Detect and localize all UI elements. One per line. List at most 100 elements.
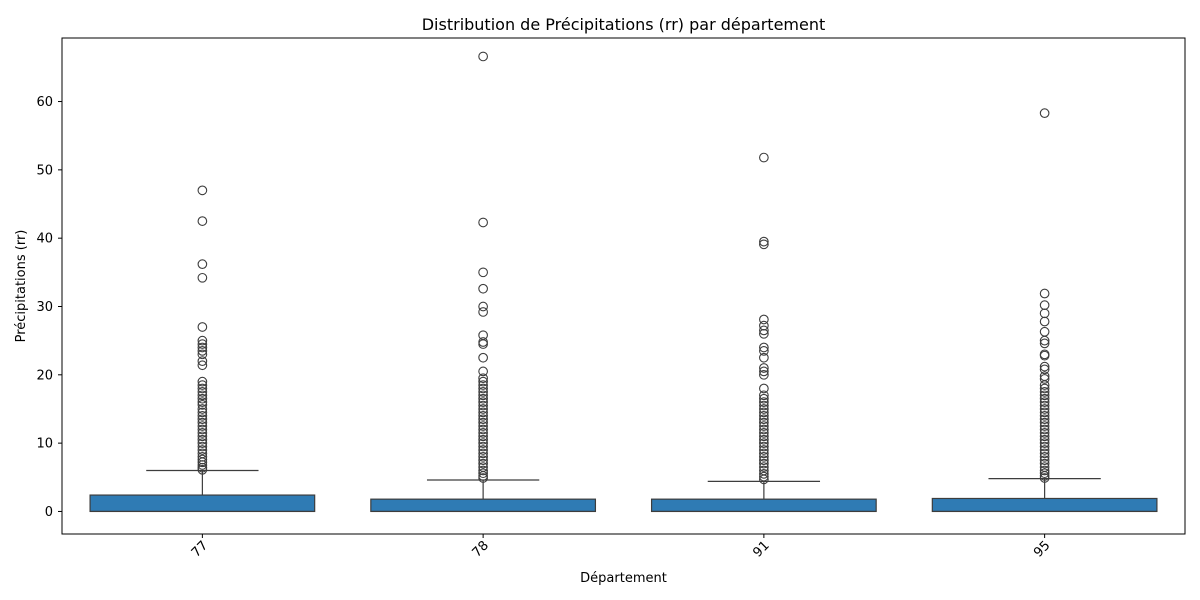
outlier-point xyxy=(478,468,488,479)
outlier-point xyxy=(759,424,769,435)
outlier-point xyxy=(1039,468,1050,479)
outlier-point xyxy=(197,404,208,414)
outlier-point xyxy=(759,421,769,431)
outlier-point xyxy=(197,259,208,269)
box-group-77 xyxy=(89,185,316,513)
outlier-point xyxy=(197,417,208,428)
box-iqr xyxy=(650,498,877,513)
outlier-point xyxy=(197,441,208,452)
outlier-point xyxy=(1039,458,1050,469)
outlier-point xyxy=(759,152,769,163)
outlier-point xyxy=(1039,455,1050,466)
outlier-point xyxy=(759,451,769,462)
outlier-point xyxy=(1039,441,1050,452)
outlier-point xyxy=(478,393,488,404)
outlier-point xyxy=(478,387,488,397)
y-tick-label: 0 xyxy=(45,505,53,520)
box-group-95 xyxy=(931,108,1158,513)
outlier-point xyxy=(197,185,208,196)
outlier-point xyxy=(197,342,208,353)
outlier-point xyxy=(197,424,208,435)
outlier-point xyxy=(1039,428,1050,438)
outlier-point xyxy=(478,339,488,349)
outlier-point xyxy=(1039,288,1050,299)
outlier-point xyxy=(478,51,488,62)
outlier-point xyxy=(1039,335,1050,346)
outlier-point xyxy=(197,438,208,448)
y-axis-label: Précipitations (rr) xyxy=(14,230,29,343)
outlier-point xyxy=(759,414,769,425)
outlier-point xyxy=(197,464,208,475)
outlier-point xyxy=(759,448,769,459)
outlier-point xyxy=(478,473,488,483)
plot-frame xyxy=(61,37,1186,535)
outlier-point xyxy=(478,465,488,476)
outlier-point xyxy=(1039,414,1050,425)
outlier-point xyxy=(759,342,769,353)
outlier-point xyxy=(197,400,208,410)
outlier-point xyxy=(478,307,488,317)
outlier-point xyxy=(759,390,769,401)
outlier-point xyxy=(197,322,208,332)
outlier-point xyxy=(478,380,488,390)
outlier-point xyxy=(478,404,488,414)
outlier-point xyxy=(197,216,208,226)
outlier-point xyxy=(759,469,769,479)
outlier-point xyxy=(478,283,488,294)
outlier-point xyxy=(759,438,769,448)
outlier-point xyxy=(759,471,769,482)
outlier-point xyxy=(197,393,208,404)
outlier-point xyxy=(759,366,769,377)
outlier-point xyxy=(478,438,488,448)
outlier-point xyxy=(478,458,488,469)
outlier-point xyxy=(478,267,488,278)
outlier-point xyxy=(1039,316,1050,327)
outlier-point xyxy=(478,428,488,438)
outlier-point xyxy=(1039,407,1050,418)
outlier-point xyxy=(197,410,208,421)
outlier-point xyxy=(1039,397,1050,407)
outlier-point xyxy=(759,328,769,339)
box-iqr xyxy=(370,498,597,513)
outlier-point xyxy=(1039,350,1050,361)
x-axis-label: Département xyxy=(580,571,667,586)
box-group-91 xyxy=(650,152,877,513)
outlier-point xyxy=(759,445,769,455)
outlier-point xyxy=(759,400,769,411)
outlier-point xyxy=(759,369,769,380)
outlier-point xyxy=(759,417,769,428)
outlier-point xyxy=(759,404,769,414)
outlier-point xyxy=(759,352,769,363)
axes: 0 10 20 30 40 50 60 77 78 91 95 xyxy=(36,37,1186,561)
outlier-point xyxy=(478,441,488,452)
outlier-point xyxy=(197,349,208,360)
y-tick-label: 20 xyxy=(36,368,53,383)
outlier-point xyxy=(478,455,488,466)
outlier-point xyxy=(478,407,488,418)
chart-title: Distribution de Précipitations (rr) par … xyxy=(422,15,826,34)
outlier-point xyxy=(478,352,488,363)
outlier-point xyxy=(1039,326,1050,337)
outlier-point xyxy=(478,301,488,312)
outlier-point xyxy=(759,428,769,438)
outlier-point xyxy=(1039,410,1050,421)
outlier-point xyxy=(759,407,769,418)
y-tick-label: 40 xyxy=(36,232,53,247)
outlier-point xyxy=(478,383,488,394)
outlier-point xyxy=(1039,338,1050,349)
outlier-point xyxy=(1039,404,1050,414)
outlier-point xyxy=(1039,451,1050,462)
outlier-point xyxy=(197,434,208,445)
outlier-point xyxy=(197,431,208,442)
plot-area xyxy=(89,51,1158,513)
outlier-point xyxy=(759,393,769,404)
y-tick-label: 50 xyxy=(36,163,53,178)
outlier-point xyxy=(759,383,769,394)
outlier-point xyxy=(478,421,488,431)
outlier-point xyxy=(759,239,769,250)
outlier-point xyxy=(478,448,488,459)
outlier-point xyxy=(759,363,769,373)
outlier-point xyxy=(759,346,769,356)
outlier-point xyxy=(197,457,208,468)
